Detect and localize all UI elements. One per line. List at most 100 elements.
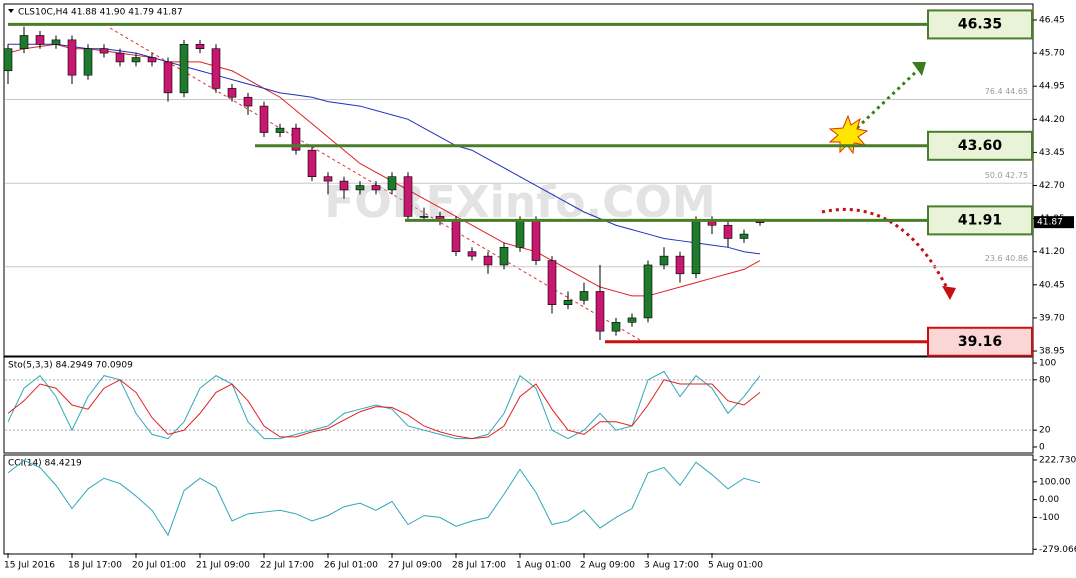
candle-body xyxy=(563,299,573,305)
panel-title: CLS10C,H4 41.88 41.90 41.79 41.87 xyxy=(18,8,183,18)
y-tick-label: -279.066 xyxy=(1039,545,1076,555)
candle-body xyxy=(483,255,493,266)
main-panel xyxy=(3,3,1034,357)
x-tick-label: 21 Jul 09:00 xyxy=(196,561,250,571)
up-arrow-head xyxy=(912,62,926,76)
y-tick-label: 100 xyxy=(1039,359,1056,369)
candle-body xyxy=(387,176,397,191)
x-tick-label: 18 Jul 17:00 xyxy=(68,561,122,571)
y-tick-label: 42.70 xyxy=(1039,181,1065,191)
candle-body xyxy=(451,220,461,253)
y-tick-label: 38.95 xyxy=(1039,347,1065,357)
x-tick-label: 5 Aug 01:00 xyxy=(708,561,763,571)
y-tick-label: -100 xyxy=(1039,513,1060,523)
candle-body xyxy=(307,149,317,177)
candle-body xyxy=(211,48,221,89)
x-tick-label: 27 Jul 09:00 xyxy=(388,561,442,571)
last-price-tag xyxy=(1034,216,1074,229)
candle-body xyxy=(371,185,381,191)
candle-body xyxy=(627,317,637,323)
candle-body xyxy=(99,48,109,54)
indicator-line xyxy=(8,43,761,255)
candle-body xyxy=(67,39,77,76)
candle-body xyxy=(35,35,45,45)
candle-body xyxy=(691,220,701,275)
fib-label: 23.6 40.86 xyxy=(985,254,1028,263)
indicator-line xyxy=(7,459,761,537)
candle-body xyxy=(83,48,93,76)
fib-label: 76.4 44.65 xyxy=(985,87,1028,96)
candle-body xyxy=(259,105,269,133)
level-box xyxy=(927,205,1033,236)
last-price-label: 41.87 xyxy=(1037,218,1063,228)
candle-body xyxy=(547,260,557,305)
candle-body xyxy=(643,264,653,319)
y-tick-label: 222.7302 xyxy=(1039,455,1076,465)
y-tick-label: 40.45 xyxy=(1039,280,1065,290)
x-tick-label: 3 Aug 17:00 xyxy=(644,561,699,571)
candle-body xyxy=(403,176,413,217)
level-box xyxy=(927,130,1033,161)
panel-title: CCI(14) 84.4219 xyxy=(8,459,82,469)
candle-body xyxy=(195,43,205,49)
y-tick-label: 39.70 xyxy=(1039,313,1065,323)
indicator-line xyxy=(7,379,761,440)
candle-body xyxy=(323,176,333,182)
down-arrow-head xyxy=(942,286,956,300)
candle-body xyxy=(739,233,749,239)
candle-body xyxy=(355,185,365,191)
candle-body xyxy=(3,48,13,72)
y-tick-label: 0.00 xyxy=(1039,495,1059,505)
level-label: 46.35 xyxy=(958,16,1002,32)
candle-body xyxy=(275,127,285,133)
fib-label: 50.0 42.75 xyxy=(985,171,1028,180)
x-tick-label: 20 Jul 01:00 xyxy=(132,561,186,571)
candle-body xyxy=(131,57,141,63)
cci-panel xyxy=(3,454,1034,555)
candle-body xyxy=(291,127,301,151)
up-arrow xyxy=(855,66,922,130)
candle-body xyxy=(163,61,173,94)
candle-body xyxy=(419,216,429,218)
candle-body xyxy=(499,247,509,266)
candle-body xyxy=(675,255,685,275)
candle-body xyxy=(19,35,29,49)
x-tick-label: 15 Jul 2016 xyxy=(4,561,55,571)
candle-body xyxy=(51,39,61,45)
candle-body xyxy=(227,88,237,98)
panel-title: Sto(5,3,3) 84.2949 70.0909 xyxy=(8,361,133,371)
candle-body xyxy=(595,291,605,332)
candle-body xyxy=(515,220,525,248)
candle-body xyxy=(659,255,669,266)
y-tick-label: 20 xyxy=(1039,426,1051,436)
candle-body xyxy=(611,322,621,332)
x-tick-label: 22 Jul 17:00 xyxy=(260,561,314,571)
x-tick-label: 1 Aug 01:00 xyxy=(516,561,571,571)
candle-body xyxy=(147,57,157,63)
x-tick-label: 2 Aug 09:00 xyxy=(580,561,635,571)
x-tick-label: 26 Jul 01:00 xyxy=(324,561,378,571)
y-tick-label: 46.45 xyxy=(1039,16,1065,26)
y-tick-label: 43.45 xyxy=(1039,148,1065,158)
candle-body xyxy=(243,96,253,107)
y-tick-label: 44.20 xyxy=(1039,115,1065,125)
candle-body xyxy=(531,220,541,261)
level-box xyxy=(927,9,1033,40)
level-box xyxy=(927,326,1033,357)
level-label: 43.60 xyxy=(958,138,1003,154)
candle-body xyxy=(339,180,349,191)
x-tick-label: 28 Jul 17:00 xyxy=(452,561,506,571)
y-tick-label: 45.70 xyxy=(1039,49,1065,59)
level-label: 41.91 xyxy=(958,212,1002,228)
candle-body xyxy=(579,291,589,301)
level-label: 39.16 xyxy=(958,334,1002,350)
y-tick-label: 0 xyxy=(1039,442,1045,452)
candle-body xyxy=(179,43,189,94)
y-tick-label: 80 xyxy=(1039,375,1051,385)
y-tick-label: 44.95 xyxy=(1039,82,1065,92)
burst-icon xyxy=(828,114,869,155)
indicator-line xyxy=(7,43,761,297)
y-tick-label: 41.20 xyxy=(1039,247,1065,257)
